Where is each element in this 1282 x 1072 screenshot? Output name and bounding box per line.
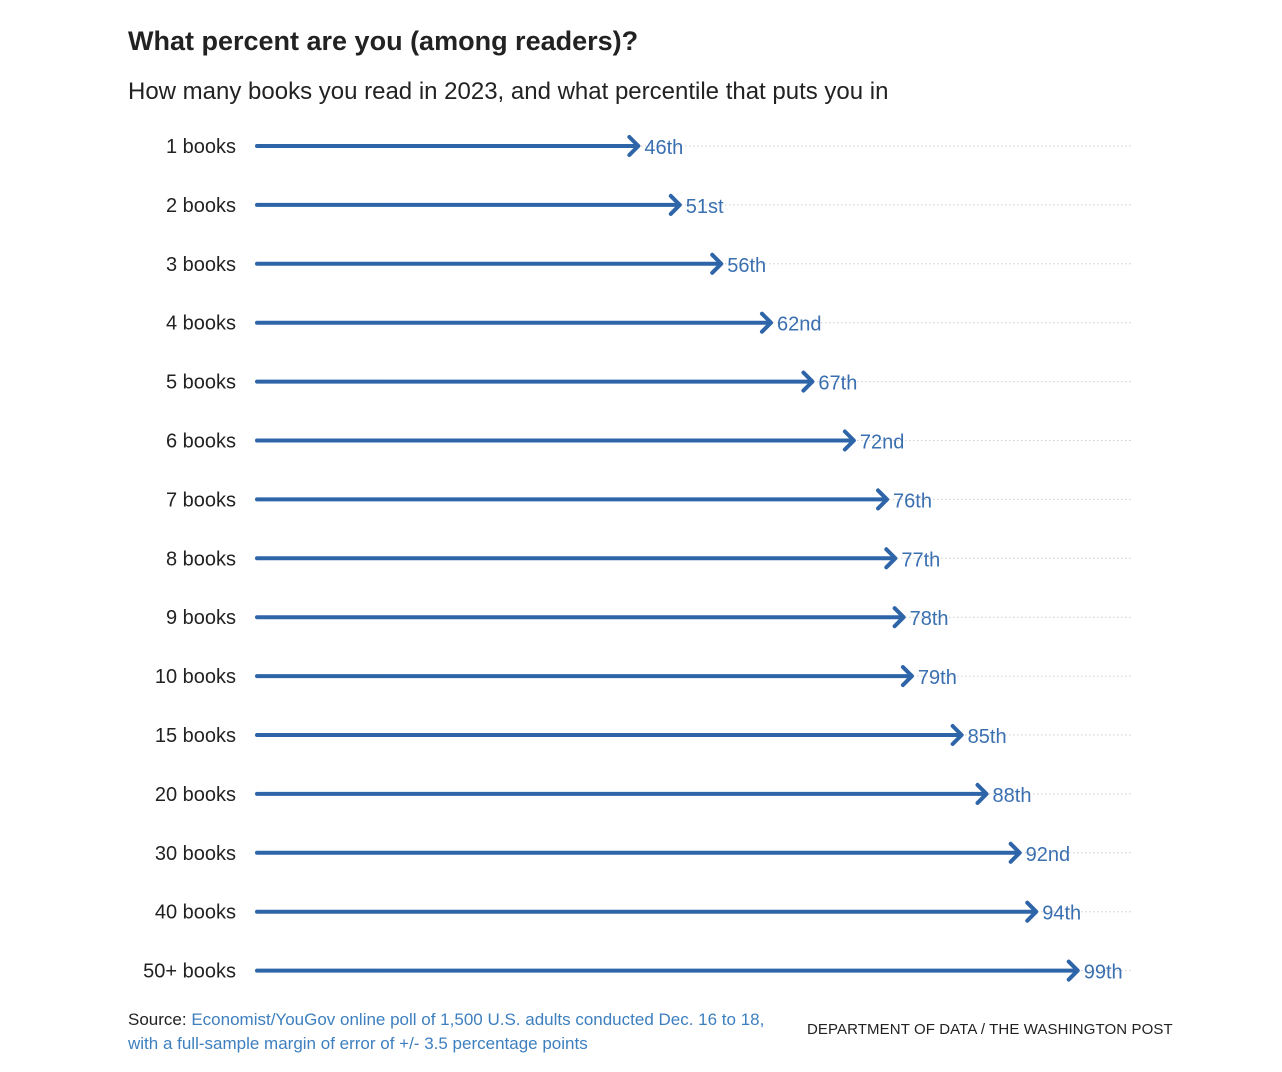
credit-line: DEPARTMENT OF DATA / THE WASHINGTON POST <box>807 1021 1173 1038</box>
arrow-head <box>801 370 815 393</box>
category-label: 50+ books <box>143 961 236 983</box>
value-label: 78th <box>910 608 949 630</box>
arrow-head <box>900 665 914 688</box>
value-label: 79th <box>918 667 957 689</box>
category-label: 9 books <box>166 607 236 629</box>
value-label: 76th <box>893 490 932 512</box>
value-label: 67th <box>818 373 857 395</box>
arrow-head <box>1025 900 1039 923</box>
value-label: 72nd <box>860 432 905 454</box>
value-label: 62nd <box>777 314 822 336</box>
value-label: 92nd <box>1026 844 1071 866</box>
arrow-chart: 1 books 46th 2 books 51st 3 books 56th 4 books… <box>143 135 1133 984</box>
arrow-head <box>710 252 724 275</box>
arrow-head <box>842 429 856 452</box>
category-label: 10 books <box>155 666 236 688</box>
arrow-head <box>668 193 682 216</box>
source-label: Source: <box>128 1010 187 1029</box>
arrow-head <box>884 547 898 570</box>
arrow-head <box>975 782 989 805</box>
category-label: 4 books <box>166 313 236 335</box>
category-label: 15 books <box>155 725 236 747</box>
chart-subtitle: How many books you read in 2023, and wha… <box>128 78 889 105</box>
category-label: 2 books <box>166 195 236 217</box>
value-label: 56th <box>727 255 766 277</box>
arrow-head <box>759 311 773 334</box>
category-label: 30 books <box>155 843 236 865</box>
arrow-head <box>1008 841 1022 864</box>
arrow-head <box>892 606 906 629</box>
arrow-head <box>627 135 641 157</box>
value-label: 99th <box>1084 962 1123 984</box>
category-label: 3 books <box>166 254 236 276</box>
arrow-head <box>876 488 890 511</box>
arrow-head <box>950 724 964 746</box>
category-label: 1 books <box>166 136 236 158</box>
category-label: 8 books <box>166 548 236 570</box>
source-note: Source: Economist/YouGov online poll of … <box>128 1008 798 1056</box>
arrow-head <box>1066 959 1080 982</box>
category-label: 40 books <box>155 902 236 924</box>
value-label: 88th <box>993 785 1032 807</box>
source-link[interactable]: Economist/YouGov online poll of 1,500 U.… <box>128 1010 765 1053</box>
value-label: 85th <box>968 726 1007 748</box>
category-label: 7 books <box>166 489 236 511</box>
value-label: 94th <box>1042 903 1081 925</box>
value-label: 46th <box>644 137 683 159</box>
category-label: 20 books <box>155 784 236 806</box>
category-label: 6 books <box>166 431 236 453</box>
category-label: 5 books <box>166 372 236 394</box>
value-label: 77th <box>901 549 940 571</box>
value-label: 51st <box>686 196 724 218</box>
chart-title: What percent are you (among readers)? <box>128 26 639 56</box>
